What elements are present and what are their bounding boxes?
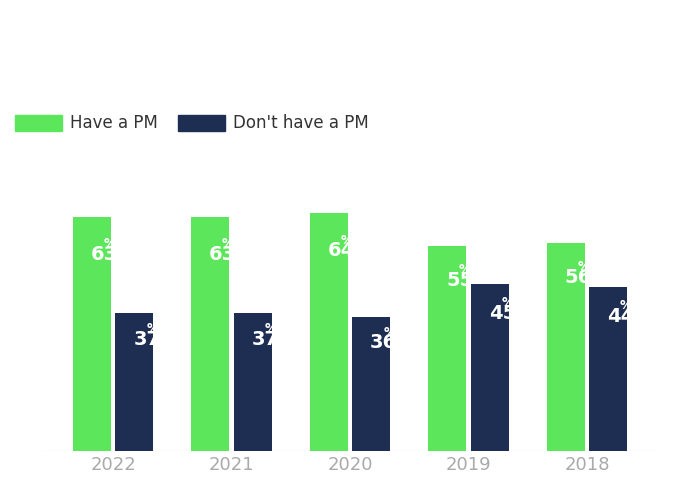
Text: THE INCREASING NUMBER OF RENTAL OWNERS: THE INCREASING NUMBER OF RENTAL OWNERS bbox=[101, 25, 599, 44]
Bar bbox=[471, 284, 509, 451]
Text: %: % bbox=[620, 300, 633, 313]
Text: 63: 63 bbox=[209, 244, 236, 264]
Text: 63: 63 bbox=[90, 244, 118, 264]
Bar bbox=[73, 216, 111, 451]
Legend: Have a PM, Don't have a PM: Have a PM, Don't have a PM bbox=[15, 114, 369, 132]
Bar bbox=[589, 287, 627, 451]
Text: WHO WORK WITH PROPERTY MANAGERS: WHO WORK WITH PROPERTY MANAGERS bbox=[135, 67, 565, 86]
Bar bbox=[191, 216, 229, 451]
Text: 37: 37 bbox=[252, 330, 279, 349]
Text: %: % bbox=[104, 237, 116, 250]
Text: %: % bbox=[502, 296, 514, 309]
Text: %: % bbox=[265, 322, 277, 335]
Text: 45: 45 bbox=[489, 304, 516, 323]
Text: 64: 64 bbox=[328, 241, 355, 261]
Text: 55: 55 bbox=[446, 271, 473, 290]
Bar bbox=[547, 242, 584, 451]
Text: 37: 37 bbox=[133, 330, 160, 349]
Text: %: % bbox=[146, 322, 159, 335]
Text: 56: 56 bbox=[564, 268, 592, 287]
Text: 36: 36 bbox=[370, 333, 398, 352]
Text: %: % bbox=[383, 326, 395, 339]
Bar bbox=[309, 213, 348, 451]
Bar bbox=[116, 313, 153, 451]
Bar bbox=[428, 246, 466, 451]
Text: %: % bbox=[578, 260, 590, 273]
Bar bbox=[234, 313, 272, 451]
Text: %: % bbox=[222, 237, 235, 250]
Text: 44: 44 bbox=[607, 307, 634, 326]
Bar bbox=[352, 317, 391, 451]
Text: %: % bbox=[340, 234, 353, 247]
Text: %: % bbox=[459, 264, 472, 277]
